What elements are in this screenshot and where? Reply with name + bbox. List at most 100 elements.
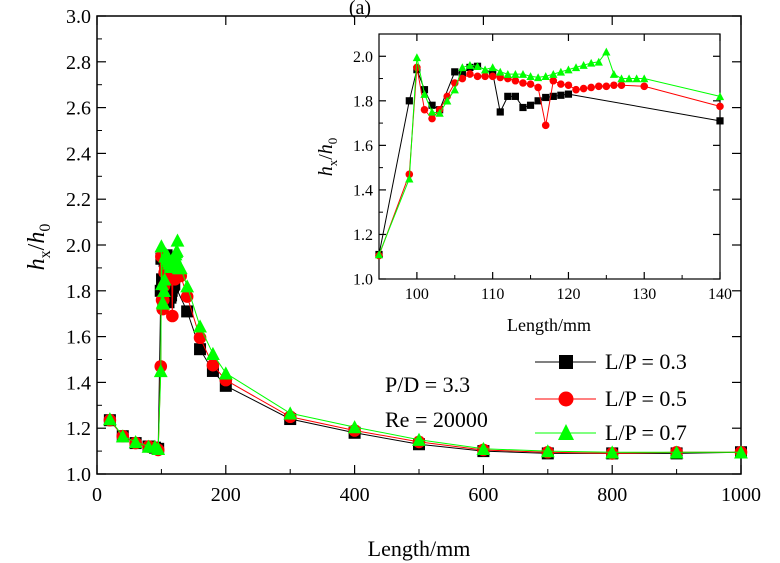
main-data-point-triangle [157,283,171,298]
inset-data-point-circle [473,72,482,81]
main-data-point-square [181,305,194,318]
main-data-point-triangle [218,366,233,380]
main-data-point-triangle [669,445,684,459]
legend: L/P = 0.3 L/P = 0.5 L/P = 0.7 [535,349,687,445]
inset-y-tick-label: 1.8 [353,93,373,110]
inset-y-tick-label: 1.4 [353,183,373,200]
inset-x-axis-label: Length/mm [507,315,591,335]
inset-data-point-circle [519,79,527,87]
inset-data-point-triangle [602,47,611,56]
main-data-point-triangle [170,233,185,247]
inset-data-point-circle [617,81,626,90]
inset-data-point-triangle [443,96,452,105]
main-x-tick-label: 400 [340,484,370,506]
main-data-point-triangle [157,272,172,286]
inset-data-point-square [405,97,413,105]
inset-data-point-triangle [624,74,634,83]
main-x-axis-label: Length/mm [368,536,471,561]
main-y-tick-label: 2.6 [66,98,91,120]
inset-data-point-square [458,70,466,78]
inset-data-point-circle [526,80,535,88]
inset-data-point-circle [511,76,520,85]
inset-data-point-triangle [571,63,581,72]
inset-data-point-triangle [640,74,649,83]
legend-marker-triangle [558,424,574,440]
inset-data-point-triangle [405,174,414,183]
inset-data-point-triangle [541,72,550,81]
main-data-point-triangle [734,445,748,459]
inset-plot-frame [378,33,721,280]
main-x-tick-label: 0 [92,484,102,506]
annotation-pitch-ratio: P/D = 3.3 [385,372,470,397]
inset-x-tick-label: 100 [405,286,429,303]
main-x-tick-label: 1000 [721,484,761,506]
inset-data-point-triangle [488,63,497,72]
legend-marker-square [559,355,573,369]
inset-data-point-circle [557,80,565,88]
inset-data-point-triangle [458,63,467,72]
main-data-point-triangle [156,296,171,310]
inset-data-point-triangle [533,73,543,82]
inset-data-point-triangle [549,69,558,78]
inset-data-point-square [519,103,527,112]
inset-data-point-circle [428,114,436,123]
inset-y-axis-label: hx/h0 [315,138,340,177]
main-series [102,233,748,460]
inset-data-point-square [504,92,512,100]
inset-data-point-square [716,117,724,125]
inset-data-point-triangle [465,61,475,69]
inset-data-point-triangle [518,69,528,78]
inset-data-point-circle [610,81,618,90]
inset-series-line-2 [378,50,721,255]
inset-data-point-triangle [374,250,384,259]
inset-data-point-circle [458,74,467,83]
chart-header-fragment: (a) [349,0,371,19]
main-data-point-triangle [169,243,184,257]
inset-background [379,34,720,279]
main-data-point-circle [166,309,179,323]
inset-x-tick-label: 110 [481,286,504,303]
main-data-point-triangle [283,406,298,420]
inset-data-point-circle [549,76,558,85]
inset-data-point-triangle [480,65,490,74]
inset-data-point-circle [534,83,542,92]
inset-data-point-triangle [579,61,588,69]
main-data-point-triangle [206,346,220,360]
inset-data-point-square [420,86,429,94]
inset-data-point-triangle [617,74,626,83]
inset-series [374,47,725,260]
inset-data-point-triangle [503,69,512,78]
inset-data-point-circle [602,82,611,91]
main-y-tick-label: 1.0 [66,464,91,486]
inset-axes: 100 110 120 130 140 1.0 1.2 1.4 1.6 1.8 2.0 [353,34,732,303]
main-data-point-triangle [128,435,143,449]
main-y-axis-label: hx/h0 [24,224,54,271]
legend-item-lp03: L/P = 0.3 [535,349,687,374]
main-data-point-triangle [151,441,166,456]
inset-data-point-square [534,97,542,105]
main-data-point-triangle [154,239,169,253]
main-data-point-triangle [180,279,195,293]
main-data-point-triangle [540,444,555,458]
inset-data-point-square [496,108,504,116]
inset-data-point-circle [481,72,489,81]
inset-data-point-square [542,93,550,102]
inset-data-point-triangle [450,85,459,94]
inset-x-tick-label: 120 [556,286,580,303]
inset-data-point-square [549,92,557,100]
inset-data-point-circle [466,70,474,78]
inset-data-point-triangle [594,57,603,66]
main-data-point-triangle [193,319,207,333]
legend-item-lp05: L/P = 0.5 [535,386,687,411]
main-y-tick-label: 2.0 [66,235,91,257]
inset-data-point-circle [564,81,573,90]
inset-data-point-triangle [526,72,535,81]
inset-data-point-triangle [564,65,573,74]
main-y-tick-label: 1.6 [66,327,91,349]
inset-data-point-triangle [632,74,641,83]
inset-data-point-square [526,101,535,109]
inset-data-point-circle [579,84,588,93]
main-x-tick-label: 800 [597,484,627,506]
main-data-point-triangle [347,420,362,434]
